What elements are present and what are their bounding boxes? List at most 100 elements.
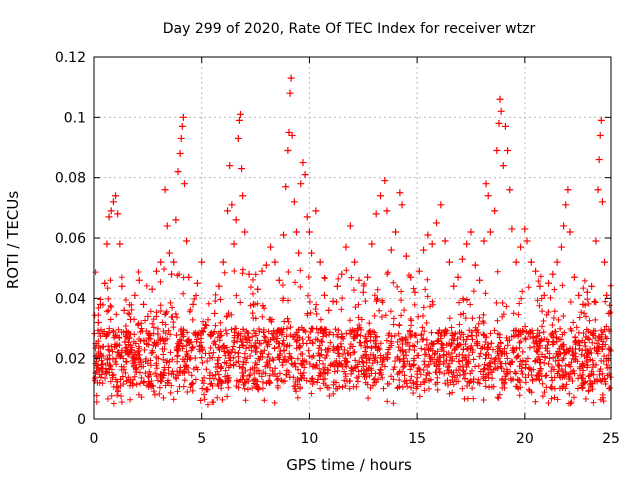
band-marker <box>499 313 506 320</box>
band-marker <box>265 379 272 386</box>
band-marker <box>176 342 183 349</box>
band-marker <box>259 313 266 320</box>
band-marker <box>230 343 237 350</box>
data-point <box>592 237 600 245</box>
band-marker <box>418 345 425 352</box>
band-marker <box>575 329 582 336</box>
band-marker <box>419 336 426 343</box>
band-marker <box>590 399 597 406</box>
band-marker <box>123 344 130 351</box>
band-marker <box>423 341 430 348</box>
band-marker <box>569 345 576 352</box>
band-marker <box>185 339 192 346</box>
band-marker <box>414 338 421 345</box>
band-marker <box>224 393 231 400</box>
band-marker <box>422 375 429 382</box>
band-marker <box>432 381 439 388</box>
band-marker <box>271 345 278 352</box>
band-marker <box>581 277 588 284</box>
data-point <box>415 267 423 275</box>
band-marker <box>366 357 373 364</box>
band-marker <box>537 359 544 366</box>
band-marker <box>482 338 489 345</box>
band-marker <box>525 284 532 291</box>
band-marker <box>456 299 463 306</box>
band-marker <box>323 332 330 339</box>
band-marker <box>209 382 216 389</box>
band-marker <box>293 345 300 352</box>
band-marker <box>138 359 145 366</box>
band-marker <box>434 374 441 381</box>
band-marker <box>401 307 408 314</box>
band-marker <box>394 283 401 290</box>
band-marker <box>372 343 379 350</box>
band-marker <box>305 347 312 354</box>
band-marker <box>557 325 564 332</box>
band-marker <box>306 298 313 305</box>
band-marker <box>559 357 566 364</box>
band-marker <box>162 310 169 317</box>
band-marker <box>324 369 331 376</box>
band-marker <box>113 342 120 349</box>
band-marker <box>181 370 188 377</box>
band-marker <box>114 378 121 385</box>
band-marker <box>416 366 423 373</box>
band-marker <box>115 326 122 333</box>
band-marker <box>260 326 267 333</box>
band-marker <box>529 376 536 383</box>
band-marker <box>298 360 305 367</box>
band-marker <box>236 344 243 351</box>
band-marker <box>331 346 338 353</box>
band-marker <box>276 370 283 377</box>
data-point <box>286 89 294 97</box>
band-marker <box>250 377 257 384</box>
band-marker <box>249 365 256 372</box>
band-marker <box>522 336 529 343</box>
data-point <box>172 216 180 224</box>
band-marker <box>407 366 414 373</box>
band-marker <box>316 357 323 364</box>
band-marker <box>537 365 544 372</box>
band-marker <box>501 345 508 352</box>
band-marker <box>164 335 171 342</box>
band-marker <box>420 312 427 319</box>
band-marker <box>426 370 433 377</box>
data-point <box>508 225 516 233</box>
band-marker <box>327 329 334 336</box>
band-marker <box>184 338 191 345</box>
band-marker <box>460 336 467 343</box>
band-marker <box>310 378 317 385</box>
band-marker <box>165 370 172 377</box>
band-marker <box>376 370 383 377</box>
band-marker <box>501 385 508 392</box>
band-marker <box>168 371 175 378</box>
band-marker <box>489 346 496 353</box>
band-marker <box>332 326 339 333</box>
data-point <box>179 113 187 121</box>
band-marker <box>249 290 256 297</box>
band-marker <box>559 374 566 381</box>
band-marker <box>208 380 215 387</box>
band-marker <box>262 370 269 377</box>
band-marker <box>516 392 523 399</box>
band-marker <box>153 373 160 380</box>
band-marker <box>559 331 566 338</box>
band-marker <box>384 398 391 405</box>
band-marker <box>202 350 209 357</box>
band-marker <box>193 292 200 299</box>
data-point <box>112 192 120 200</box>
data-point <box>557 243 565 251</box>
band-marker <box>568 399 575 406</box>
band-marker <box>131 331 138 338</box>
band-marker <box>465 352 472 359</box>
band-marker <box>161 266 168 273</box>
data-point <box>583 288 591 296</box>
band-marker <box>253 348 260 355</box>
band-marker <box>434 386 441 393</box>
band-marker <box>522 361 529 368</box>
band-marker <box>215 344 222 351</box>
band-marker <box>151 340 158 347</box>
y-tick-label: 0.12 <box>55 50 86 66</box>
band-marker <box>444 364 451 371</box>
band-marker <box>251 369 258 376</box>
